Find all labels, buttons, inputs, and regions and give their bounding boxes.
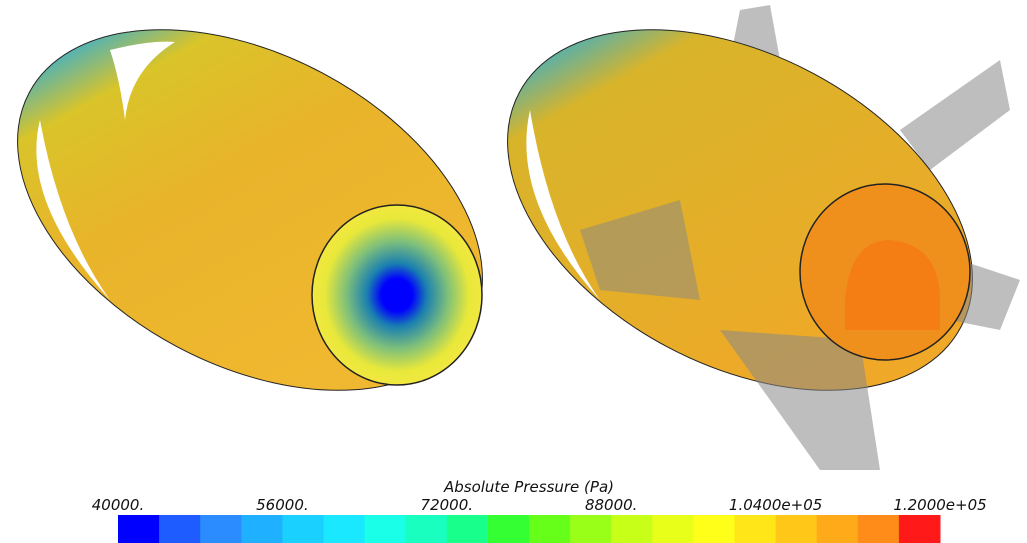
colorbar-swatch xyxy=(899,515,941,543)
colorbar-swatch xyxy=(200,515,242,543)
colorbar-title: Absolute Pressure (Pa) xyxy=(443,478,614,496)
colorbar-swatch xyxy=(570,515,612,543)
colorbar-tick-label: 1.0400e+05 xyxy=(729,496,822,514)
colorbar-tick-label: 40000. xyxy=(92,496,145,514)
colorbar-swatch xyxy=(735,515,777,543)
colorbar-swatch xyxy=(324,515,366,543)
colorbar-tick-label: 56000. xyxy=(256,496,309,514)
colorbar: 40000. 56000. 72000. 88000. 1.0400e+05 1.2000… xyxy=(92,496,987,543)
colorbar-swatch xyxy=(611,515,653,543)
colorbar-tick-label: 72000. xyxy=(421,496,474,514)
colorbar-swatch xyxy=(241,515,283,543)
colorbar-swatch xyxy=(406,515,448,543)
colorbar-swatch xyxy=(652,515,694,543)
colorbar-swatch xyxy=(447,515,489,543)
colorbar-swatch xyxy=(488,515,530,543)
scene: Absolute Pressure (Pa) 40000. 56000. 72000… xyxy=(0,0,1027,543)
colorbar-swatch xyxy=(159,515,201,543)
colorbar-tick-label: 1.2000e+05 xyxy=(893,496,986,514)
colorbar-swatch xyxy=(776,515,818,543)
colorbar-swatch xyxy=(858,515,900,543)
colorbar-swatch xyxy=(817,515,859,543)
colorbar-swatch xyxy=(365,515,407,543)
colorbar-swatch xyxy=(529,515,571,543)
colorbar-swatch xyxy=(282,515,324,543)
left-model xyxy=(0,0,544,464)
right-model xyxy=(446,0,1027,470)
colorbar-tick-label: 88000. xyxy=(585,496,638,514)
colorbar-swatch xyxy=(118,515,160,543)
colorbar-swatch xyxy=(693,515,735,543)
